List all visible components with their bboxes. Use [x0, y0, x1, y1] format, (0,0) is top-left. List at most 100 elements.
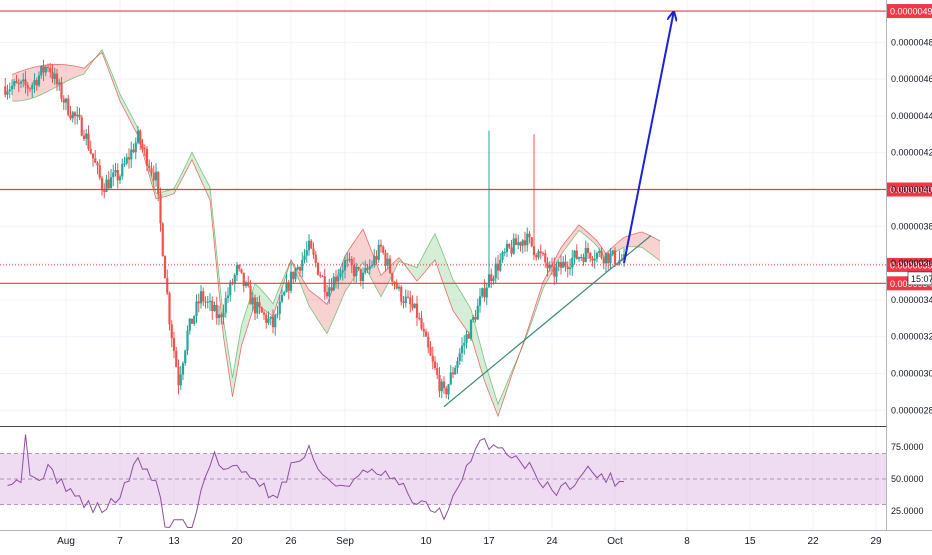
candle-body — [105, 179, 108, 192]
candle-body — [280, 294, 284, 302]
cloud-segment — [160, 191, 165, 198]
cloud-segment — [385, 266, 390, 289]
candle-body — [586, 247, 590, 254]
candle-body — [51, 72, 54, 79]
candle-body — [310, 240, 313, 249]
cloud-segment — [133, 119, 138, 136]
candle-body — [577, 257, 581, 259]
rsi-tick-label: 25.0000 — [891, 506, 924, 516]
candle-body — [589, 253, 592, 259]
candle-body — [575, 250, 578, 259]
candle-body — [213, 304, 216, 312]
candle-body — [321, 276, 324, 278]
candle-body — [206, 301, 209, 303]
candle-body — [244, 282, 248, 286]
candle-body — [168, 293, 171, 325]
candle-body — [274, 314, 277, 328]
candle-body — [323, 276, 326, 293]
candle-body — [143, 147, 146, 149]
candle-body — [386, 258, 389, 266]
candle-body — [550, 264, 554, 267]
candle-body — [33, 80, 36, 85]
cloud-segment — [129, 111, 134, 128]
cloud-segment — [430, 233, 435, 266]
candle-body — [80, 117, 83, 136]
candle-body — [442, 381, 446, 389]
candle-body — [609, 254, 612, 264]
horizontal-level-label-bg — [887, 182, 932, 197]
candle-body — [4, 86, 7, 95]
cloud-segment — [570, 230, 575, 243]
candle-body — [566, 266, 569, 269]
candle-body — [163, 256, 167, 279]
candle-body — [78, 114, 81, 118]
candle-body — [40, 65, 43, 76]
candle-body — [107, 179, 110, 189]
candle-body — [469, 320, 473, 339]
candle-body — [370, 265, 374, 267]
cloud-segment — [273, 292, 278, 317]
candle-body — [573, 250, 576, 258]
candle-body — [505, 244, 509, 253]
candle-body — [350, 258, 353, 266]
candle-body — [28, 88, 32, 90]
candle-body — [584, 247, 587, 262]
candle-body — [485, 287, 488, 298]
candle-body — [553, 266, 556, 277]
candle-body — [476, 305, 479, 320]
candle-body — [139, 130, 142, 144]
cloud-segment — [142, 144, 147, 168]
candle-body — [112, 172, 115, 178]
candle-body — [253, 297, 257, 314]
candle-body — [467, 334, 470, 339]
candle-body — [379, 244, 383, 247]
candle-body — [73, 112, 77, 117]
cloud-segment — [574, 224, 579, 237]
time-tick-label: Aug — [57, 536, 75, 547]
candle-body — [463, 342, 466, 346]
cloud-segment — [48, 64, 53, 92]
candle-body — [431, 355, 434, 362]
candle-body — [325, 292, 329, 297]
candle-body — [289, 271, 293, 291]
candle-body — [361, 272, 365, 282]
cloud-segment — [633, 233, 638, 247]
time-tick-label: Oct — [607, 536, 623, 547]
candle-body — [58, 82, 61, 85]
candle-body — [364, 268, 367, 273]
last-price-label: 0.00000359 — [890, 260, 932, 270]
cloud-segment — [322, 300, 327, 334]
candle-body — [375, 256, 378, 260]
candle-body — [451, 372, 455, 375]
candle-body — [256, 302, 259, 314]
cloud-segment — [502, 383, 507, 403]
cloud-segment — [588, 232, 593, 242]
candle-body — [69, 115, 72, 119]
candle-body — [130, 149, 133, 160]
candle-body — [481, 288, 484, 297]
candle-body — [251, 297, 254, 305]
cloud-segment — [466, 301, 471, 337]
candle-body — [170, 324, 173, 339]
candle-body — [604, 253, 608, 264]
candle-body — [157, 171, 160, 195]
cloud-segment — [264, 292, 269, 314]
candle-body — [397, 286, 401, 289]
candle-body — [278, 301, 281, 314]
time-tick-label: 8 — [684, 536, 690, 547]
cloud-segment — [178, 171, 183, 186]
cloud-segment — [336, 267, 341, 314]
candle-body — [319, 274, 322, 277]
candle-body — [217, 314, 221, 319]
candle-body — [305, 250, 308, 256]
cloud-segment — [255, 283, 260, 307]
candle-body — [494, 263, 497, 279]
cloud-segment — [390, 261, 395, 280]
candle-body — [134, 142, 137, 153]
candle-body — [523, 240, 527, 246]
candle-body — [352, 265, 356, 277]
cloud-segment — [561, 241, 566, 255]
